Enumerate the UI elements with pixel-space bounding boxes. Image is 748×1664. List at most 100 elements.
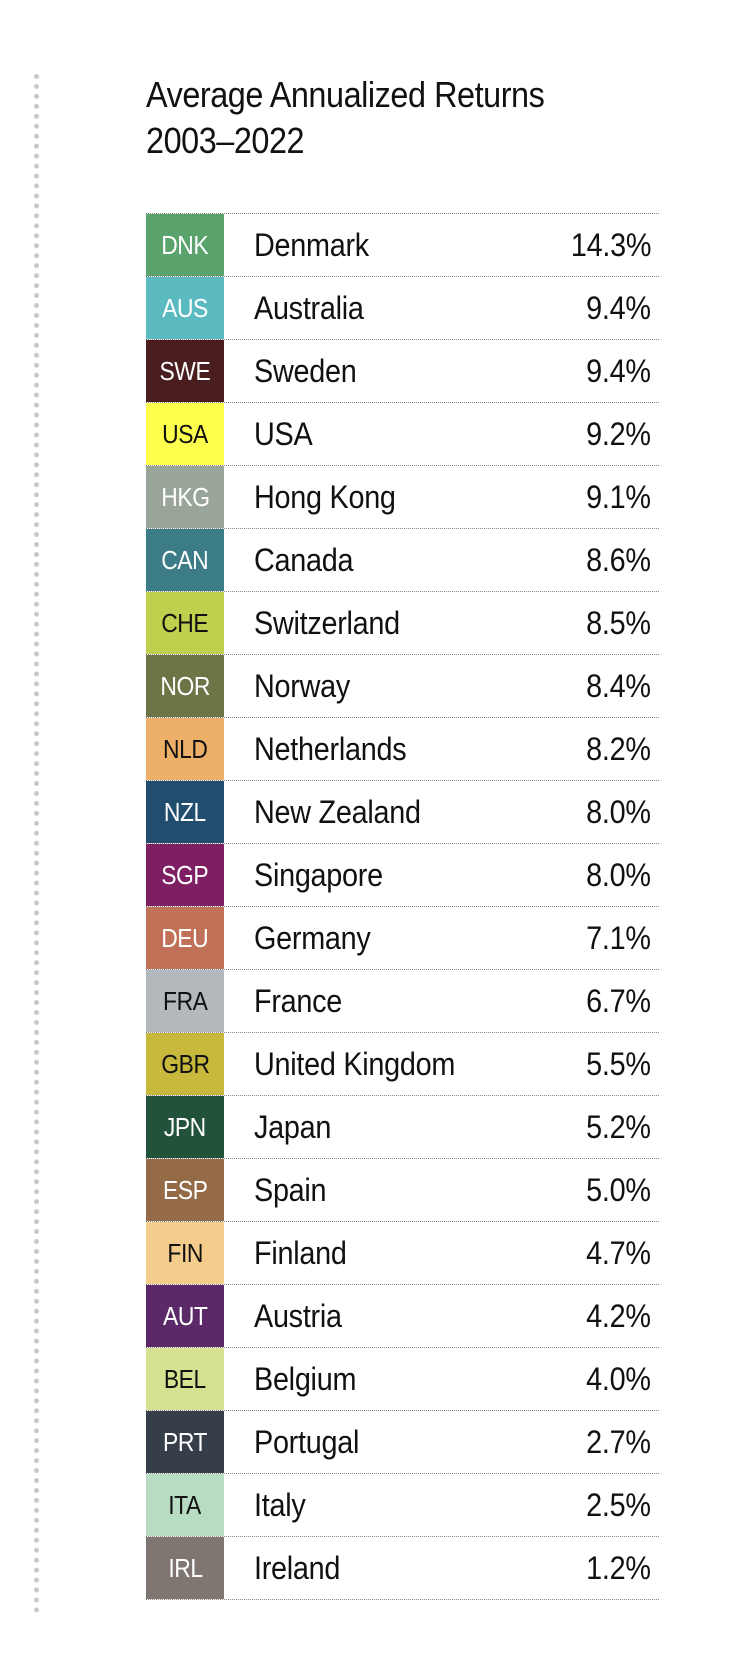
- country-name-cell: Belgium: [254, 1348, 368, 1410]
- country-name-cell: Italy: [254, 1474, 311, 1536]
- table-row: ITA Italy 2.5%: [146, 1474, 659, 1537]
- country-name-cell: New Zealand: [254, 781, 439, 843]
- country-name: France: [254, 982, 343, 1019]
- country-name: Finland: [254, 1234, 347, 1271]
- country-name-cell: United Kingdom: [254, 1033, 478, 1095]
- return-value-cell: 5.2%: [579, 1096, 651, 1158]
- country-code: NZL: [164, 796, 206, 827]
- return-value-cell: 8.5%: [579, 592, 651, 654]
- country-name-cell: Hong Kong: [254, 466, 411, 528]
- country-code: CAN: [161, 544, 209, 575]
- country-code-badge: USA: [146, 403, 224, 465]
- country-name: Belgium: [254, 1360, 357, 1397]
- country-code: AUS: [162, 292, 208, 323]
- dotted-side-rule: [34, 74, 39, 1614]
- country-name: USA: [254, 415, 313, 452]
- country-code: USA: [162, 418, 208, 449]
- table-row: SWE Sweden 9.4%: [146, 340, 659, 403]
- return-value-cell: 2.5%: [579, 1474, 651, 1536]
- country-code-badge: NOR: [146, 655, 224, 717]
- country-name: Germany: [254, 919, 371, 956]
- return-value: 5.2%: [586, 1108, 651, 1145]
- country-code: SGP: [161, 859, 209, 890]
- country-name-cell: Sweden: [254, 340, 368, 402]
- country-code-badge: AUT: [146, 1285, 224, 1347]
- country-name-cell: Spain: [254, 1159, 334, 1221]
- return-value: 8.6%: [586, 541, 651, 578]
- return-value: 9.4%: [586, 289, 651, 326]
- country-name: Austria: [254, 1297, 342, 1334]
- table-row: FIN Finland 4.7%: [146, 1222, 659, 1285]
- country-code-badge: BEL: [146, 1348, 224, 1410]
- country-code-badge: FRA: [146, 970, 224, 1032]
- return-value-cell: 8.0%: [579, 781, 651, 843]
- title-line-2: 2003–2022: [146, 120, 305, 161]
- country-code-badge: ITA: [146, 1474, 224, 1536]
- return-value: 8.2%: [586, 730, 651, 767]
- table-row: PRT Portugal 2.7%: [146, 1411, 659, 1474]
- country-name-cell: Finland: [254, 1222, 357, 1284]
- country-name-cell: Canada: [254, 529, 364, 591]
- page-title: Average Annualized Returns 2003–2022: [146, 72, 545, 164]
- table-row: NZL New Zealand 8.0%: [146, 781, 659, 844]
- return-value: 8.0%: [586, 793, 651, 830]
- table-row: AUS Australia 9.4%: [146, 277, 659, 340]
- return-value: 2.5%: [586, 1486, 651, 1523]
- table-row: NOR Norway 8.4%: [146, 655, 659, 718]
- country-name-cell: Austria: [254, 1285, 352, 1347]
- table-row: NLD Netherlands 8.2%: [146, 718, 659, 781]
- country-code: PRT: [162, 1426, 208, 1457]
- table-row: GBR United Kingdom 5.5%: [146, 1033, 659, 1096]
- country-name-cell: Denmark: [254, 214, 382, 276]
- country-code-badge: NZL: [146, 781, 224, 843]
- country-name-cell: Germany: [254, 907, 384, 969]
- table-row: USA USA 9.2%: [146, 403, 659, 466]
- return-value: 9.4%: [586, 352, 651, 389]
- country-code: FIN: [167, 1237, 203, 1268]
- table-row: DEU Germany 7.1%: [146, 907, 659, 970]
- return-value-cell: 6.7%: [579, 970, 651, 1032]
- country-name: Norway: [254, 667, 351, 704]
- return-value-cell: 4.2%: [579, 1285, 651, 1347]
- returns-table: DNK Denmark 14.3% AUS Australia 9.4% SWE Sweden…: [146, 213, 659, 1600]
- country-name: Netherlands: [254, 730, 407, 767]
- return-value-cell: 8.2%: [579, 718, 651, 780]
- return-value-cell: 7.1%: [579, 907, 651, 969]
- return-value-cell: 8.0%: [579, 844, 651, 906]
- return-value: 9.2%: [586, 415, 651, 452]
- return-value: 8.0%: [586, 856, 651, 893]
- return-value-cell: 9.4%: [579, 277, 651, 339]
- country-name: Italy: [254, 1486, 306, 1523]
- country-code: FRA: [162, 985, 208, 1016]
- return-value: 6.7%: [586, 982, 651, 1019]
- return-value-cell: 9.2%: [579, 403, 651, 465]
- country-name: Japan: [254, 1108, 332, 1145]
- return-value: 5.5%: [586, 1045, 651, 1082]
- country-code-badge: AUS: [146, 277, 224, 339]
- country-code: DEU: [161, 922, 209, 953]
- return-value-cell: 8.6%: [579, 529, 651, 591]
- country-code: AUT: [162, 1300, 208, 1331]
- country-code: IRL: [167, 1552, 203, 1583]
- country-name-cell: Portugal: [254, 1411, 371, 1473]
- table-row: JPN Japan 5.2%: [146, 1096, 659, 1159]
- return-value-cell: 9.1%: [579, 466, 651, 528]
- country-code-badge: DNK: [146, 214, 224, 276]
- country-code: HKG: [160, 481, 210, 512]
- country-name: Ireland: [254, 1549, 341, 1586]
- country-code-badge: GBR: [146, 1033, 224, 1095]
- country-name: Sweden: [254, 352, 357, 389]
- country-code-badge: CHE: [146, 592, 224, 654]
- return-value: 4.7%: [586, 1234, 651, 1271]
- country-name: Portugal: [254, 1423, 360, 1460]
- country-name-cell: Singapore: [254, 844, 397, 906]
- country-code: SWE: [159, 355, 211, 386]
- return-value-cell: 4.0%: [579, 1348, 651, 1410]
- table-row: AUT Austria 4.2%: [146, 1285, 659, 1348]
- country-name-cell: Australia: [254, 277, 376, 339]
- return-value-cell: 1.2%: [579, 1537, 651, 1599]
- return-value: 9.1%: [586, 478, 651, 515]
- country-code: ITA: [168, 1489, 202, 1520]
- country-code: NLD: [162, 733, 208, 764]
- table-row: HKG Hong Kong 9.1%: [146, 466, 659, 529]
